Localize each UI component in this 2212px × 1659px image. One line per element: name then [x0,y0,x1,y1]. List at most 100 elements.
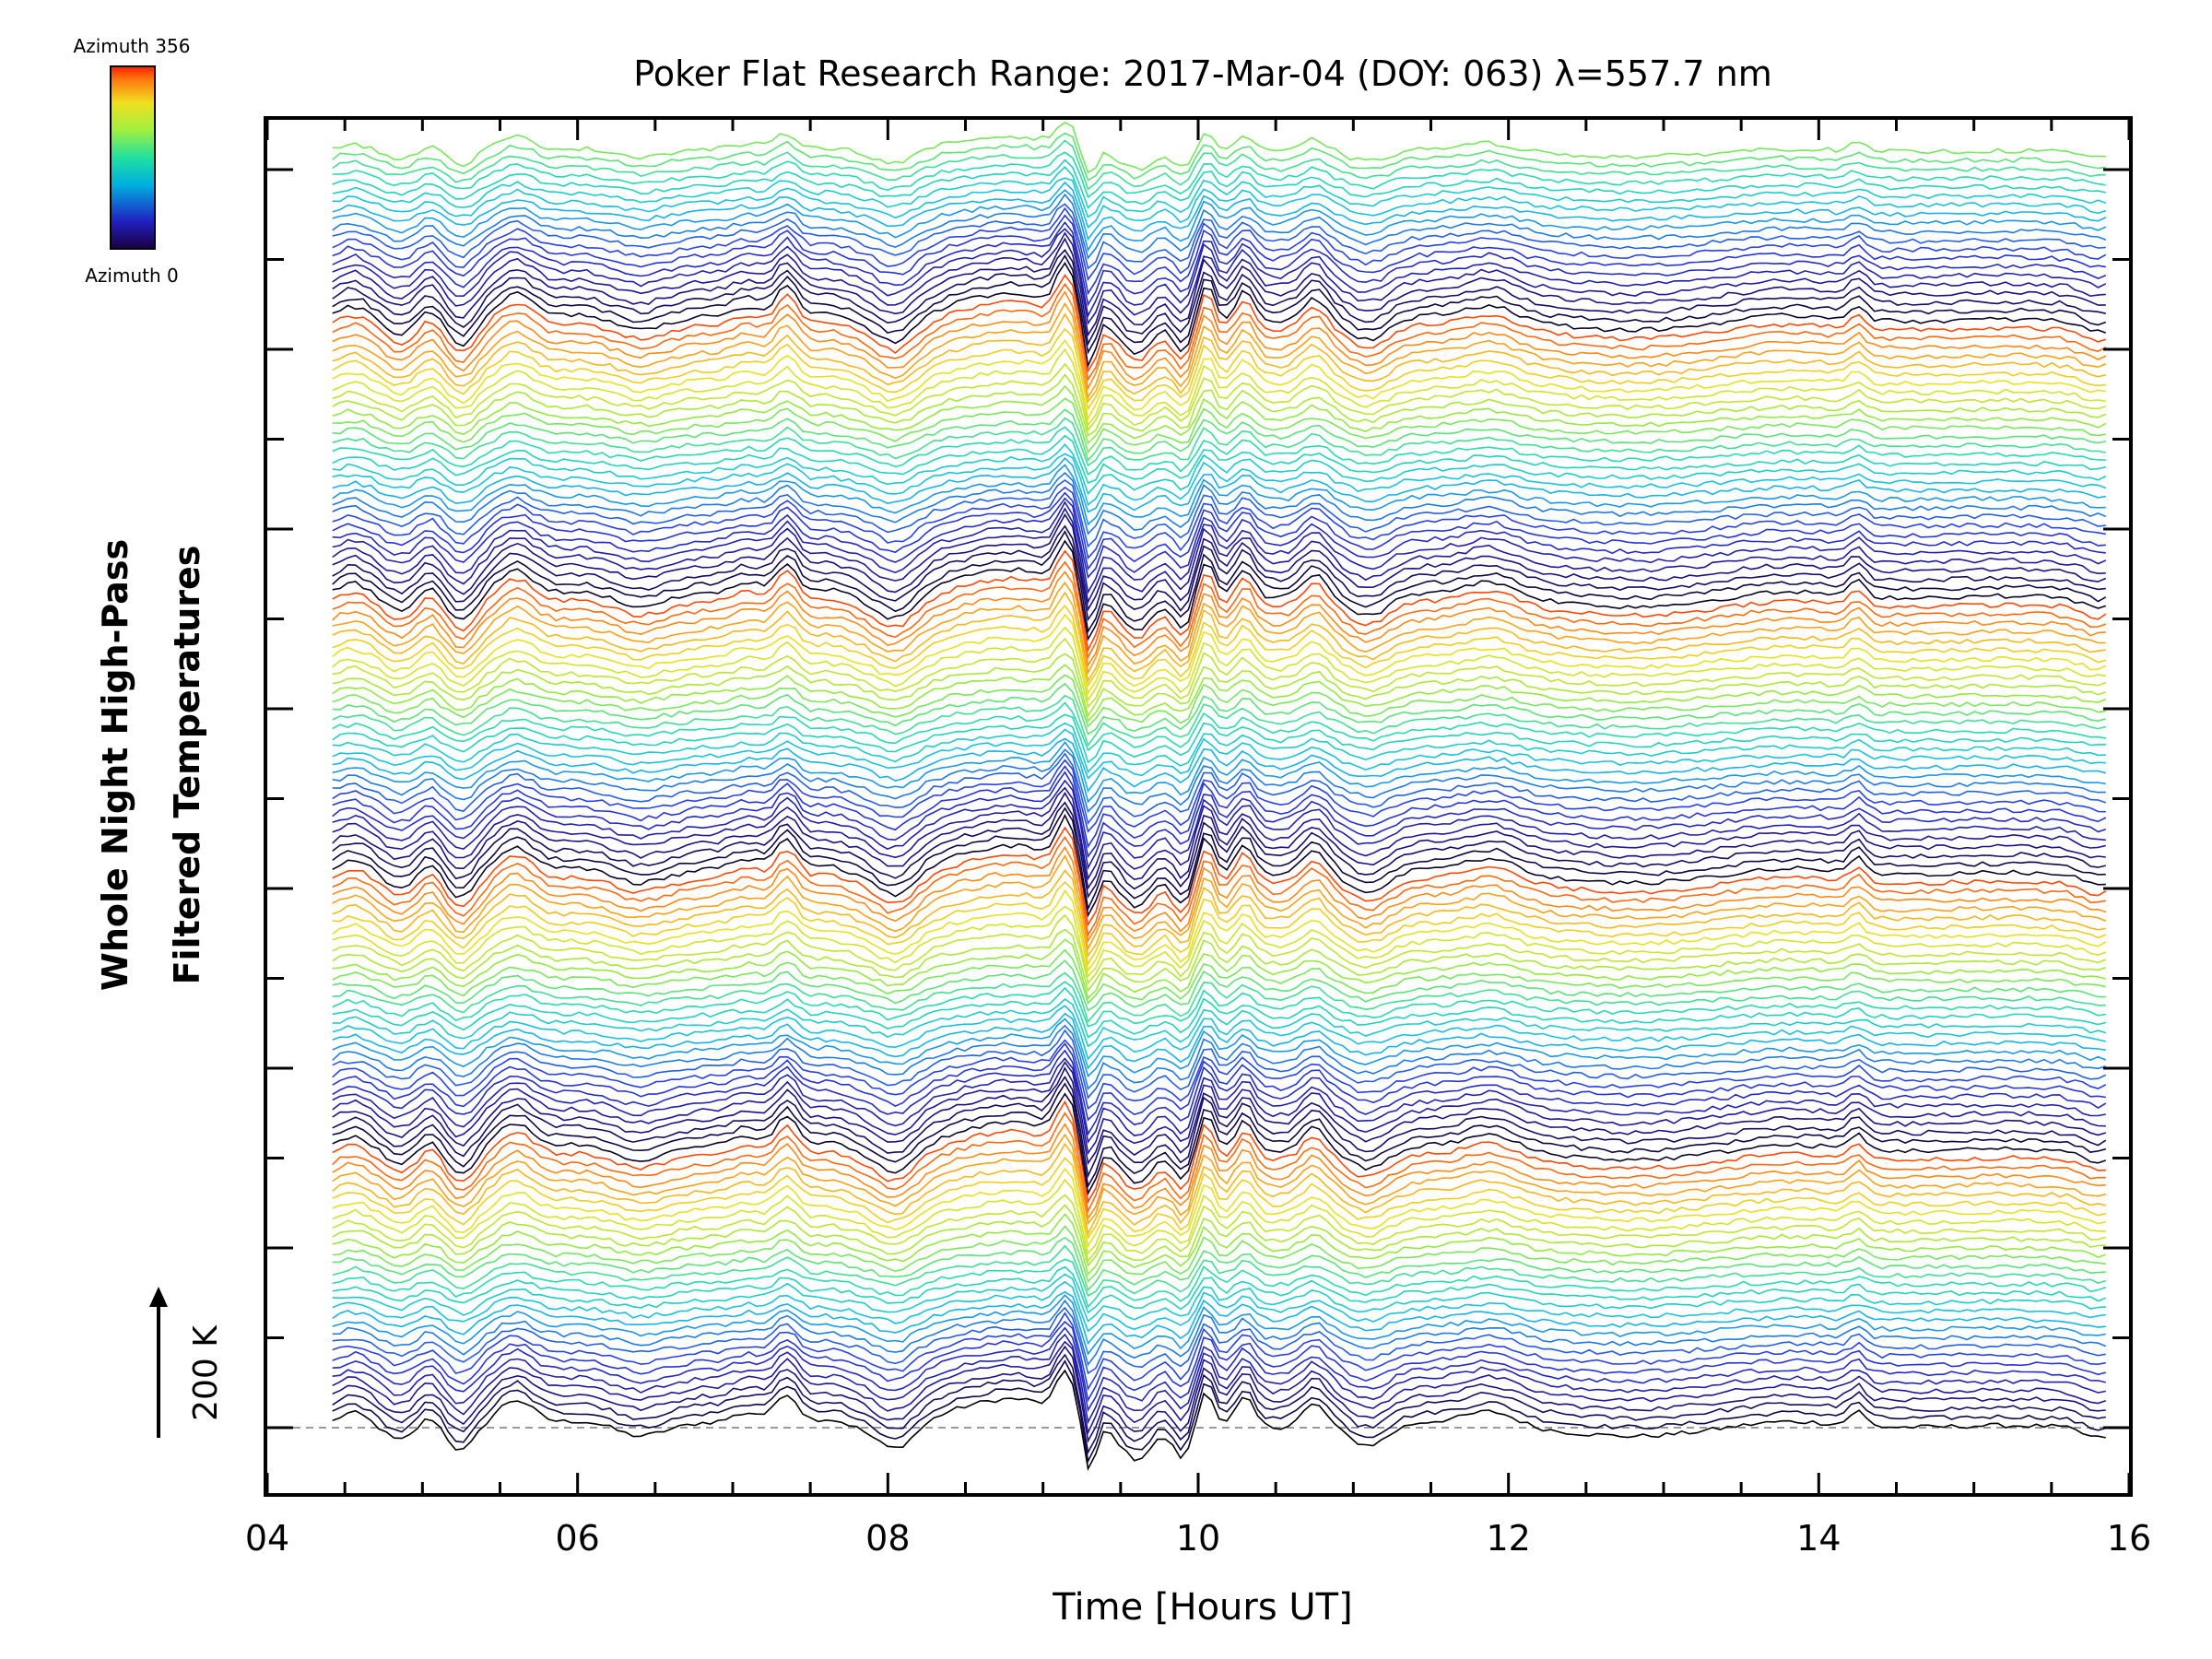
temperature-trace [332,1178,2106,1255]
temperature-trace [332,1112,2106,1214]
temperature-trace [332,1157,2106,1241]
x-tick-label: 08 [865,1518,910,1559]
temperature-trace [332,1100,2106,1205]
temperature-trace [332,1290,2106,1346]
temperature-trace [332,928,2107,993]
temperature-trace [332,338,2106,421]
temperature-trace [332,472,2107,535]
temperature-trace [332,880,2107,966]
temperature-trace [332,1306,2106,1375]
temperature-trace [332,1244,2107,1297]
temperature-trace [332,261,2107,369]
temperature-trace [332,1082,2107,1189]
temperature-trace [332,1123,2106,1220]
temperature-trace [332,166,2107,218]
temperature-trace [332,748,2106,814]
temperature-trace [332,791,2106,890]
temperature-trace [332,397,2106,454]
temperature-trace [332,434,2106,485]
temperature-trace [332,253,2107,355]
temperature-trace [332,1340,2107,1436]
temperature-trace [332,177,2107,229]
temperature-trace [332,384,2107,445]
colorbar-bottom-label: Azimuth 0 [85,265,179,287]
temperature-trace [332,604,2107,688]
temperature-trace [332,765,2107,849]
temperature-trace [332,1265,2107,1314]
temperature-trace [332,203,2106,270]
temperature-trace [332,1236,2106,1292]
x-tick-label: 16 [2107,1518,2151,1559]
temperature-trace [332,664,2107,723]
temperature-trace [332,122,2106,174]
temperature-trace [332,1076,2107,1179]
temperature-trace [332,347,2106,428]
temperature-trace [332,1333,2106,1425]
temperature-trace [332,1042,2106,1122]
temperature-trace [332,132,2106,182]
trace-group [332,122,2107,1472]
temperature-trace [332,206,2107,281]
temperature-trace [332,581,2106,676]
y-axis-label-group: Whole Night High-Pass Filtered Temperatu… [95,539,207,991]
temperature-trace [332,674,2106,728]
temperature-trace [332,549,2107,653]
temperature-trace [332,1142,2106,1237]
temperature-trace [332,139,2106,191]
temperature-trace [332,905,2107,978]
temperature-trace [332,653,2107,718]
temperature-trace [332,986,2107,1039]
temperature-trace [332,220,2107,307]
temperature-trace [332,786,2106,881]
temperature-trace [332,801,2106,900]
temperature-trace [332,1133,2106,1226]
x-tick-label: 10 [1176,1518,1220,1559]
temperature-trace [332,1049,2107,1136]
temperature-trace [332,249,2106,347]
temperature-trace [332,231,2106,325]
temperature-trace [332,1280,2106,1333]
x-tick-label: 14 [1796,1518,1841,1559]
temperature-trace [332,312,2106,404]
temperature-trace [332,1369,2106,1472]
temperature-trace [332,1061,2106,1156]
temperature-trace [332,362,2107,432]
temperature-trace [332,512,2107,612]
temperature-trace [332,845,2107,943]
temperature-trace [332,1353,2106,1455]
temperature-trace [332,507,2106,605]
temperature-trace [332,869,2106,958]
temperature-trace [332,1092,2107,1196]
temperature-trace [332,613,2107,696]
temperature-trace [332,1326,2106,1413]
temperature-trace [332,1273,2106,1323]
temperature-trace [332,193,2107,260]
temperature-trace [332,779,2106,870]
x-tick-labels: 04 06 08 10 12 14 16 [245,1518,2151,1559]
temperature-trace [332,938,2107,1000]
temperature-trace [332,497,2106,580]
temperature-trace [332,214,2106,296]
temperature-trace [332,759,2106,833]
temperature-trace [332,1294,2106,1356]
temperature-trace [332,826,2107,927]
temperature-trace [332,888,2107,972]
temperature-trace [332,442,2107,496]
temperature-trace [332,1039,2107,1111]
temperature-trace [332,457,2106,513]
temperature-trace [332,189,2107,253]
temperature-trace [332,752,2107,825]
temperature-trace [332,159,2106,209]
x-tick-label: 06 [555,1518,599,1559]
temperature-trace [332,1312,2106,1392]
temperature-trace [332,491,2106,571]
colorbar-top-label: Azimuth 356 [74,35,191,57]
temperature-trace [332,948,2106,1005]
temperature-trace [332,959,2106,1012]
chart-title: Poker Flat Research Range: 2017-Mar-04 (… [633,53,1771,94]
temperature-trace [332,417,2106,467]
temperature-trace [332,713,2106,764]
temperature-trace [332,530,2107,634]
temperature-trace [332,500,2107,594]
